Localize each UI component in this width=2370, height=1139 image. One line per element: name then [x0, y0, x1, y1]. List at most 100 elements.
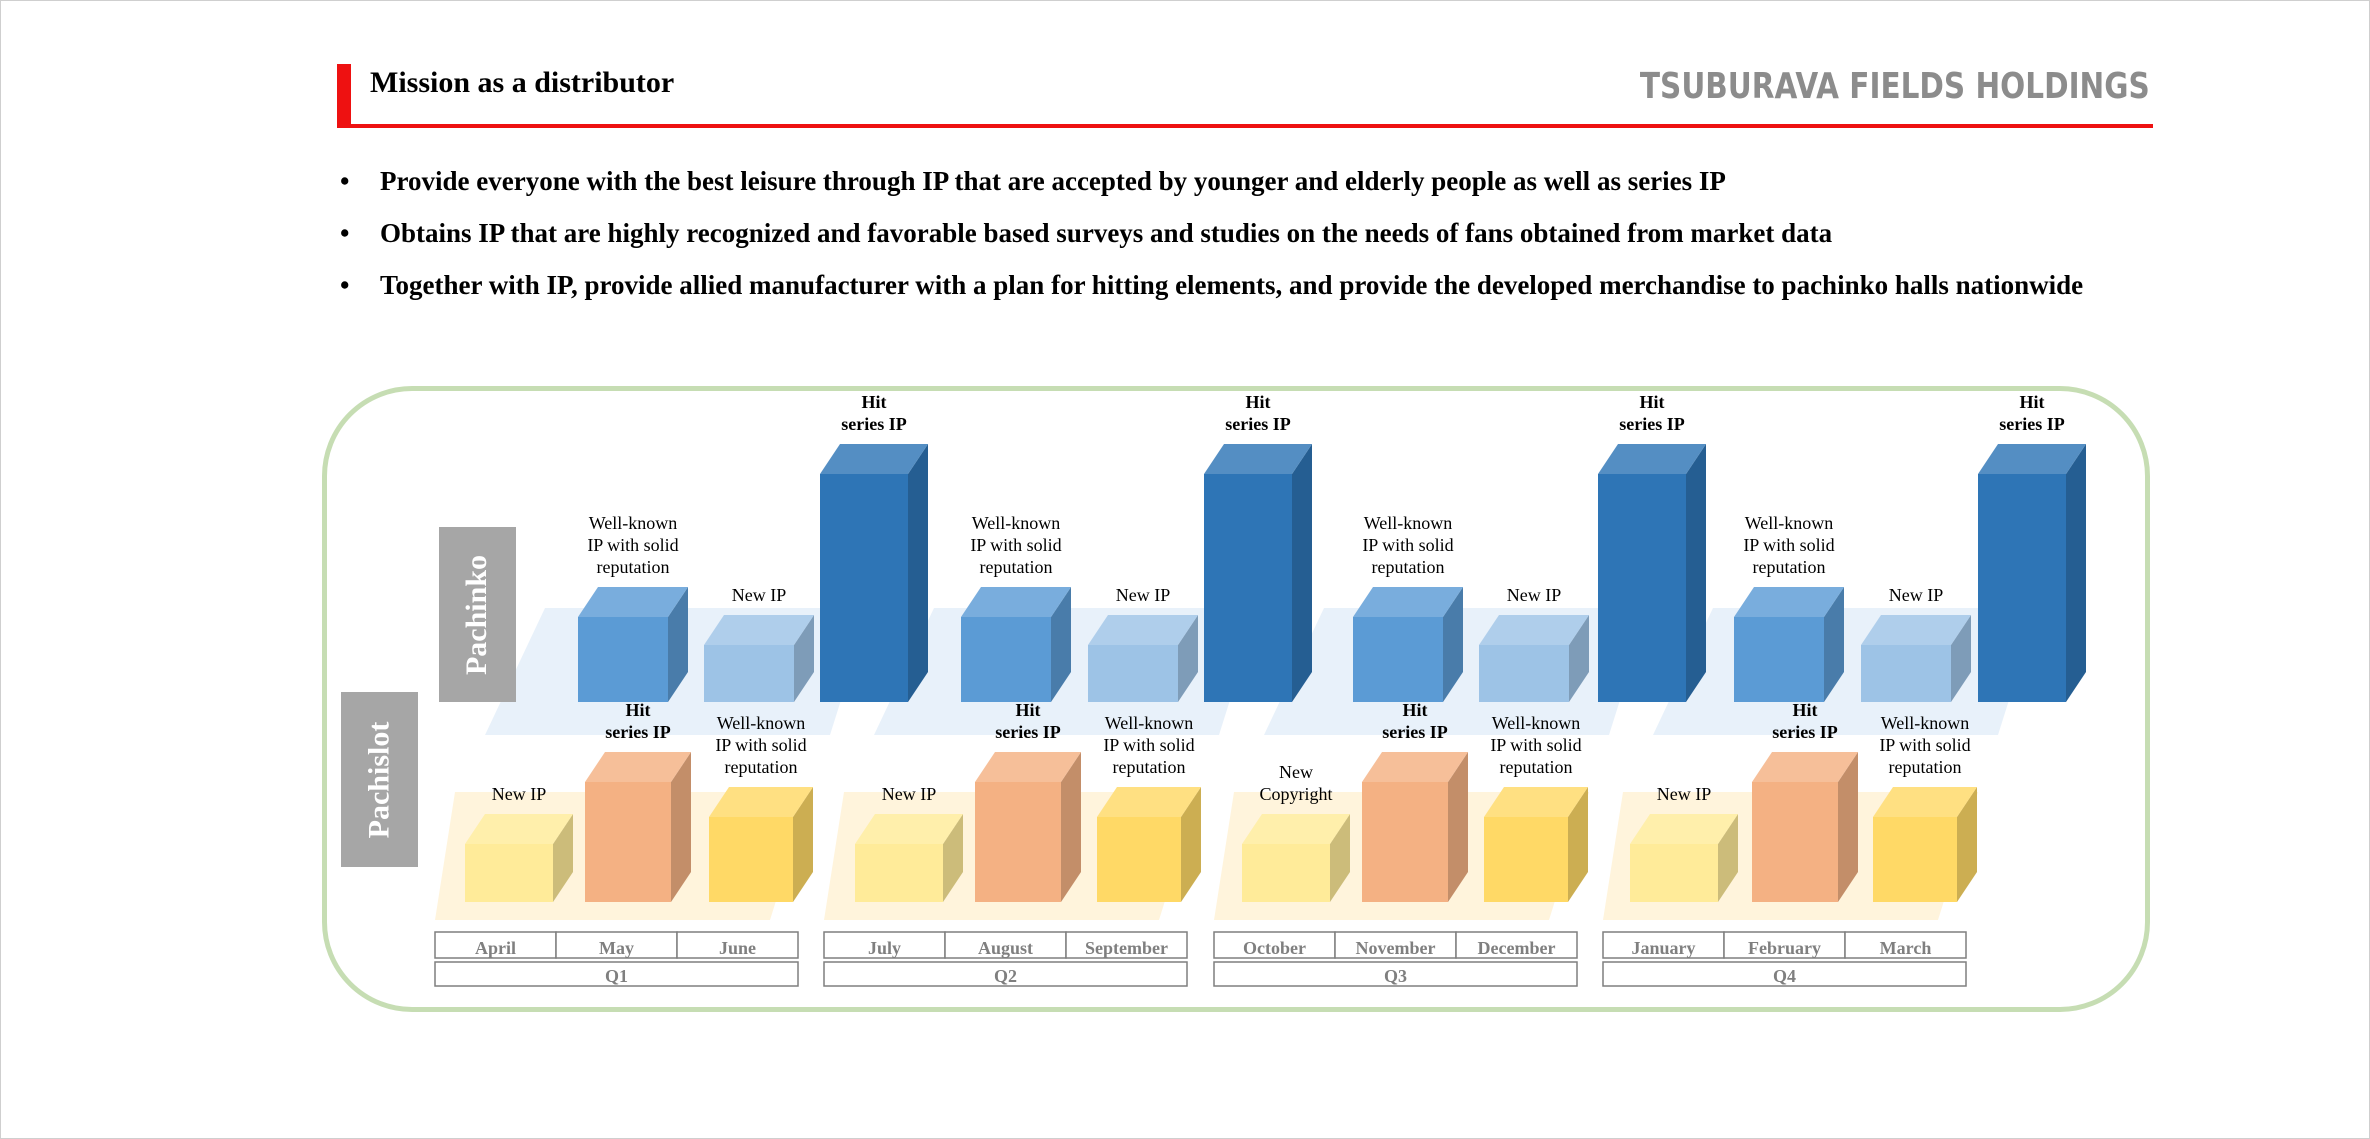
pachislot-box-hit-face [1362, 782, 1448, 902]
pachinko-label-hit: Hit series IP [1619, 392, 1684, 434]
pachinko-label-wellknown: Well-known IP with solid reputation [1743, 513, 1834, 577]
pachinko-box-hit-face [1978, 444, 2086, 474]
pachinko-box-hit-face [1204, 444, 1312, 474]
bullet-text: Provide everyone with the best leisure t… [380, 166, 1726, 196]
pachislot-box-wellknown-face [1097, 817, 1181, 902]
pachislot-box-new-face [553, 814, 573, 902]
pachinko-box-wellknown-face [668, 587, 688, 702]
pachinko-box-hit [1598, 444, 1706, 702]
pachislot-label-text: Pachislot [362, 721, 396, 838]
title-accent-bar [337, 64, 351, 128]
bullet-text: Together with IP, provide allied manufac… [380, 270, 2084, 300]
pachislot-box-new-face [943, 814, 963, 902]
pachinko-box-wellknown-face [961, 617, 1051, 702]
pachislot-row-label: Pachislot [341, 692, 418, 867]
pachislot-box-wellknown-face [1484, 787, 1588, 817]
pachinko-box-wellknown-face [1734, 587, 1844, 617]
pachislot-box-new-face [465, 814, 573, 844]
quarter-cell [434, 961, 799, 987]
pachinko-box-wellknown [578, 587, 688, 702]
pachinko-box-hit-face [1598, 444, 1706, 474]
month-cell [1213, 931, 1336, 959]
pachinko-label-hit: Hit series IP [1225, 392, 1290, 434]
pachinko-label-wellknown: Well-known IP with solid reputation [1362, 513, 1453, 577]
pachislot-box-hit [1362, 752, 1468, 902]
bullet-dot: • [340, 166, 350, 196]
pachinko-box-new-face [1861, 645, 1951, 702]
bullet-dot: • [340, 218, 350, 248]
pachinko-box-wellknown [1353, 587, 1463, 702]
company-logo: TSUBURAVA FIELDS HOLDINGS [1640, 66, 2150, 107]
quarter-cell [823, 961, 1188, 987]
pachinko-label-new: New IP [732, 585, 787, 605]
month-label: February [1748, 938, 1821, 958]
pachislot-box-hit-face [975, 752, 1081, 782]
month-cell [944, 931, 1067, 959]
bullet-dot: • [340, 270, 350, 300]
pachinko-box-new-face [1178, 615, 1198, 702]
pachinko-box-hit-face [1292, 444, 1312, 702]
pachislot-label-wellknown: Well-known IP with solid reputation [1490, 713, 1581, 777]
quarter-label: Q1 [605, 966, 628, 986]
pachislot-box-new [465, 814, 573, 902]
pachislot-label-new: New IP [1657, 784, 1712, 804]
pachislot-box-new [1630, 814, 1738, 902]
pachislot-box-new-face [1630, 814, 1738, 844]
pachinko-box-hit-face [1978, 474, 2066, 702]
pachislot-label-wellknown: Well-known IP with solid reputation [1103, 713, 1194, 777]
pachislot-box-hit-face [1752, 782, 1838, 902]
month-label: September [1085, 938, 1168, 958]
pachinko-box-new-face [794, 615, 814, 702]
pachinko-box-wellknown-face [1443, 587, 1463, 702]
pachinko-label-hit: Hit series IP [841, 392, 906, 434]
page-title: Mission as a distributor [370, 66, 675, 99]
pachinko-box-wellknown-face [1353, 587, 1463, 617]
quarter-cell [1213, 961, 1578, 987]
pachislot-box-hit-face [671, 752, 691, 902]
pachinko-box-new-face [704, 615, 814, 645]
pachislot-box-wellknown-face [1568, 787, 1588, 902]
pachinko-box-new-face [1951, 615, 1971, 702]
release-schedule-panel [322, 386, 2150, 1012]
month-label: May [599, 938, 634, 958]
month-cell [434, 931, 557, 959]
pachislot-box-new-face [1242, 844, 1330, 902]
pachinko-box-new [1088, 615, 1198, 702]
pachinko-box-wellknown-face [1734, 617, 1824, 702]
pachinko-label-new: New IP [1116, 585, 1171, 605]
pachislot-box-new-face [1242, 814, 1350, 844]
pachinko-label-wellknown: Well-known IP with solid reputation [587, 513, 678, 577]
pachinko-box-new-face [1479, 615, 1589, 645]
pachislot-box-wellknown [1097, 787, 1201, 902]
pachinko-box-hit-face [1204, 474, 1292, 702]
pachislot-label-hit: Hit series IP [1382, 700, 1447, 742]
pachislot-box-wellknown-face [793, 787, 813, 902]
month-cell [1455, 931, 1578, 959]
month-label: July [868, 938, 901, 958]
pachislot-label-wellknown: Well-known IP with solid reputation [715, 713, 806, 777]
pachislot-box-new [1242, 814, 1350, 902]
pachislot-box-hit-face [585, 782, 671, 902]
quarter-label: Q3 [1384, 966, 1407, 986]
pachislot-box-hit-face [1838, 752, 1858, 902]
pachinko-box-hit-face [908, 444, 928, 702]
pachinko-box-new [1861, 615, 1971, 702]
pachislot-box-wellknown-face [1873, 817, 1957, 902]
pachislot-box-new-face [855, 814, 963, 844]
month-label: October [1243, 938, 1306, 958]
pachislot-box-wellknown-face [709, 787, 813, 817]
pachinko-box-hit [1978, 444, 2086, 702]
pachinko-box-hit-face [1686, 444, 1706, 702]
pachinko-box-wellknown [961, 587, 1071, 702]
month-cell [1844, 931, 1967, 959]
pachinko-box-hit [1204, 444, 1312, 702]
pachislot-box-new-face [855, 844, 943, 902]
month-cell [1065, 931, 1188, 959]
pachislot-box-wellknown-face [1181, 787, 1201, 902]
pachislot-box-hit-face [1448, 752, 1468, 902]
pachislot-box-new-face [1630, 844, 1718, 902]
pachinko-box-wellknown-face [578, 587, 688, 617]
title-underline [337, 124, 2153, 128]
pachinko-box-hit-face [1598, 474, 1686, 702]
pachislot-label-hit: Hit series IP [1772, 700, 1837, 742]
